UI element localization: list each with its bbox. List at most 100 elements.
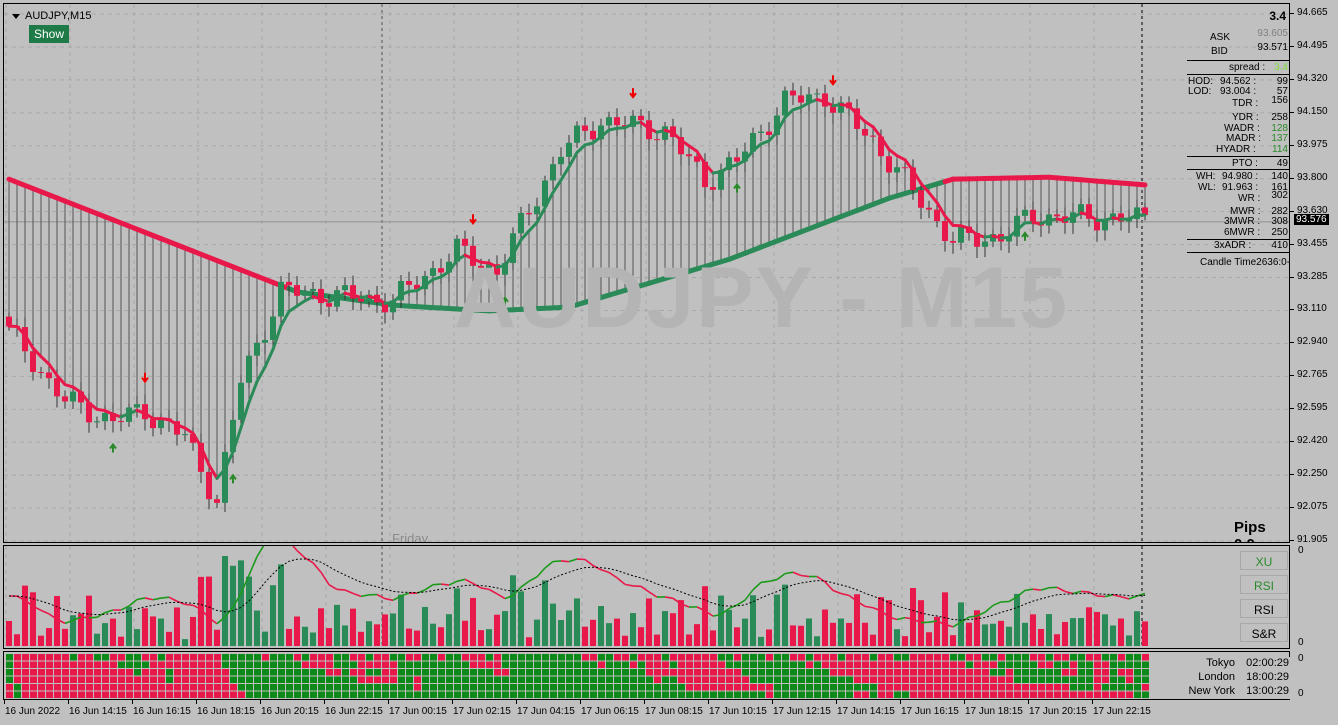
histogram-bar [854,594,860,646]
heatmap-cell [94,654,101,661]
sr-button[interactable]: S&R [1240,623,1288,642]
oscillator-panel[interactable] [3,545,1290,649]
heatmap-cell [86,669,93,676]
histogram-bar [390,613,396,646]
heatmap-cell [54,676,61,683]
heatmap-cell [950,691,957,698]
heatmap-cell [726,691,733,698]
heatmap-cell [790,669,797,676]
price-chart[interactable]: AUDJPY - M15 AUDJPY,M15 Show Friday Pips… [3,3,1290,543]
oscillator-segment [856,600,866,608]
session-time: 13:00:29 [1246,685,1289,697]
heatmap-cell [222,661,229,668]
oscillator-segment [968,615,978,618]
heatmap-cell [430,661,437,668]
histogram-bar [150,616,156,646]
histogram-bar [646,598,652,646]
session-heatmap-panel[interactable] [3,651,1290,700]
heatmap-cell [78,661,85,668]
heatmap-cell [486,661,493,668]
heatmap-cell [70,669,77,676]
heatmap-cell [790,654,797,661]
histogram-bar [86,595,92,646]
heatmap-cell [486,691,493,698]
heatmap-cell [854,691,861,698]
heatmap-cell [534,661,541,668]
heatmap-cell [438,684,445,691]
heatmap-cell [286,676,293,683]
candle-body [1014,215,1020,237]
heatmap-cell [478,684,485,691]
oscillator-segment [184,603,194,607]
fast-ma-segment [751,142,763,153]
fast-ma-segment [767,130,779,143]
wl-value: 161 [1271,182,1288,193]
heatmap-cell [454,676,461,683]
heatmap-cell [622,691,629,698]
tdr-label: TDR : [1232,98,1259,109]
tdr-value: 156 [1271,95,1288,106]
ind1-axis-top: 0 [1298,545,1304,556]
heatmap-cell [814,684,821,691]
heatmap-cell [614,669,621,676]
candle-body [222,451,228,503]
heatmap-cell [78,669,85,676]
heatmap-cell [670,661,677,668]
heatmap-cell [206,676,213,683]
candle-body [302,291,308,296]
heatmap-cell [438,669,445,676]
rsi-htf-button[interactable]: RSI HTF [1240,599,1288,636]
chart-title[interactable]: AUDJPY,M15 [12,10,91,22]
heatmap-cell [694,661,701,668]
heatmap-cell [430,676,437,683]
histogram-bar [510,575,516,646]
heatmap-cell [926,661,933,668]
candle-body [254,342,260,356]
heatmap-cell [622,661,629,668]
candle-time: Candle Time2636:0-46 [1200,257,1290,268]
dropdown-triangle-icon[interactable] [12,13,20,19]
heatmap-cell [502,691,509,698]
heatmap-cell [446,661,453,668]
sell-arrow-icon [829,75,837,86]
heatmap-cell [502,684,509,691]
oscillator-segment [176,600,186,606]
time-label: 16 Jun 2022 [5,706,61,717]
heatmap-cell [246,654,253,661]
heatmap-cell [134,669,141,676]
heatmap-cell [182,654,189,661]
histogram-bar [318,608,324,646]
heatmap-cell [750,691,757,698]
histogram-bar [830,622,836,646]
heatmap-cell [542,676,549,683]
heatmap-cell [814,661,821,668]
oscillator-segment [224,606,234,618]
heatmap-cell [574,661,581,668]
heatmap-cell [182,691,189,698]
heatmap-cell [966,676,973,683]
heatmap-cell [262,676,269,683]
heatmap-cell [6,661,13,668]
heatmap-cell [14,691,21,698]
price-label: 93.455 [1297,237,1328,249]
oscillator-segment [1064,590,1074,595]
heatmap-cell [702,654,709,661]
heatmap-cell [782,676,789,683]
heatmap-cell [758,661,765,668]
xu-on-button[interactable]: XU On [1240,551,1288,588]
heatmap-cell [494,676,501,683]
heatmap-cell [158,669,165,676]
axis-tick [1290,78,1294,80]
show-button[interactable]: Show [29,25,70,43]
heatmap-cell [1086,684,1093,691]
oscillator-segment [128,598,138,607]
oscillator-segment [304,557,314,564]
rsi-curr-button[interactable]: RSI Curr [1240,575,1288,612]
heatmap-cell [382,669,389,676]
heatmap-cell [166,691,173,698]
heatmap-cell [758,691,765,698]
histogram-bar [262,631,268,646]
sell-arrow-icon [469,214,477,225]
heatmap-cell [1022,684,1029,691]
heatmap-cell [78,684,85,691]
